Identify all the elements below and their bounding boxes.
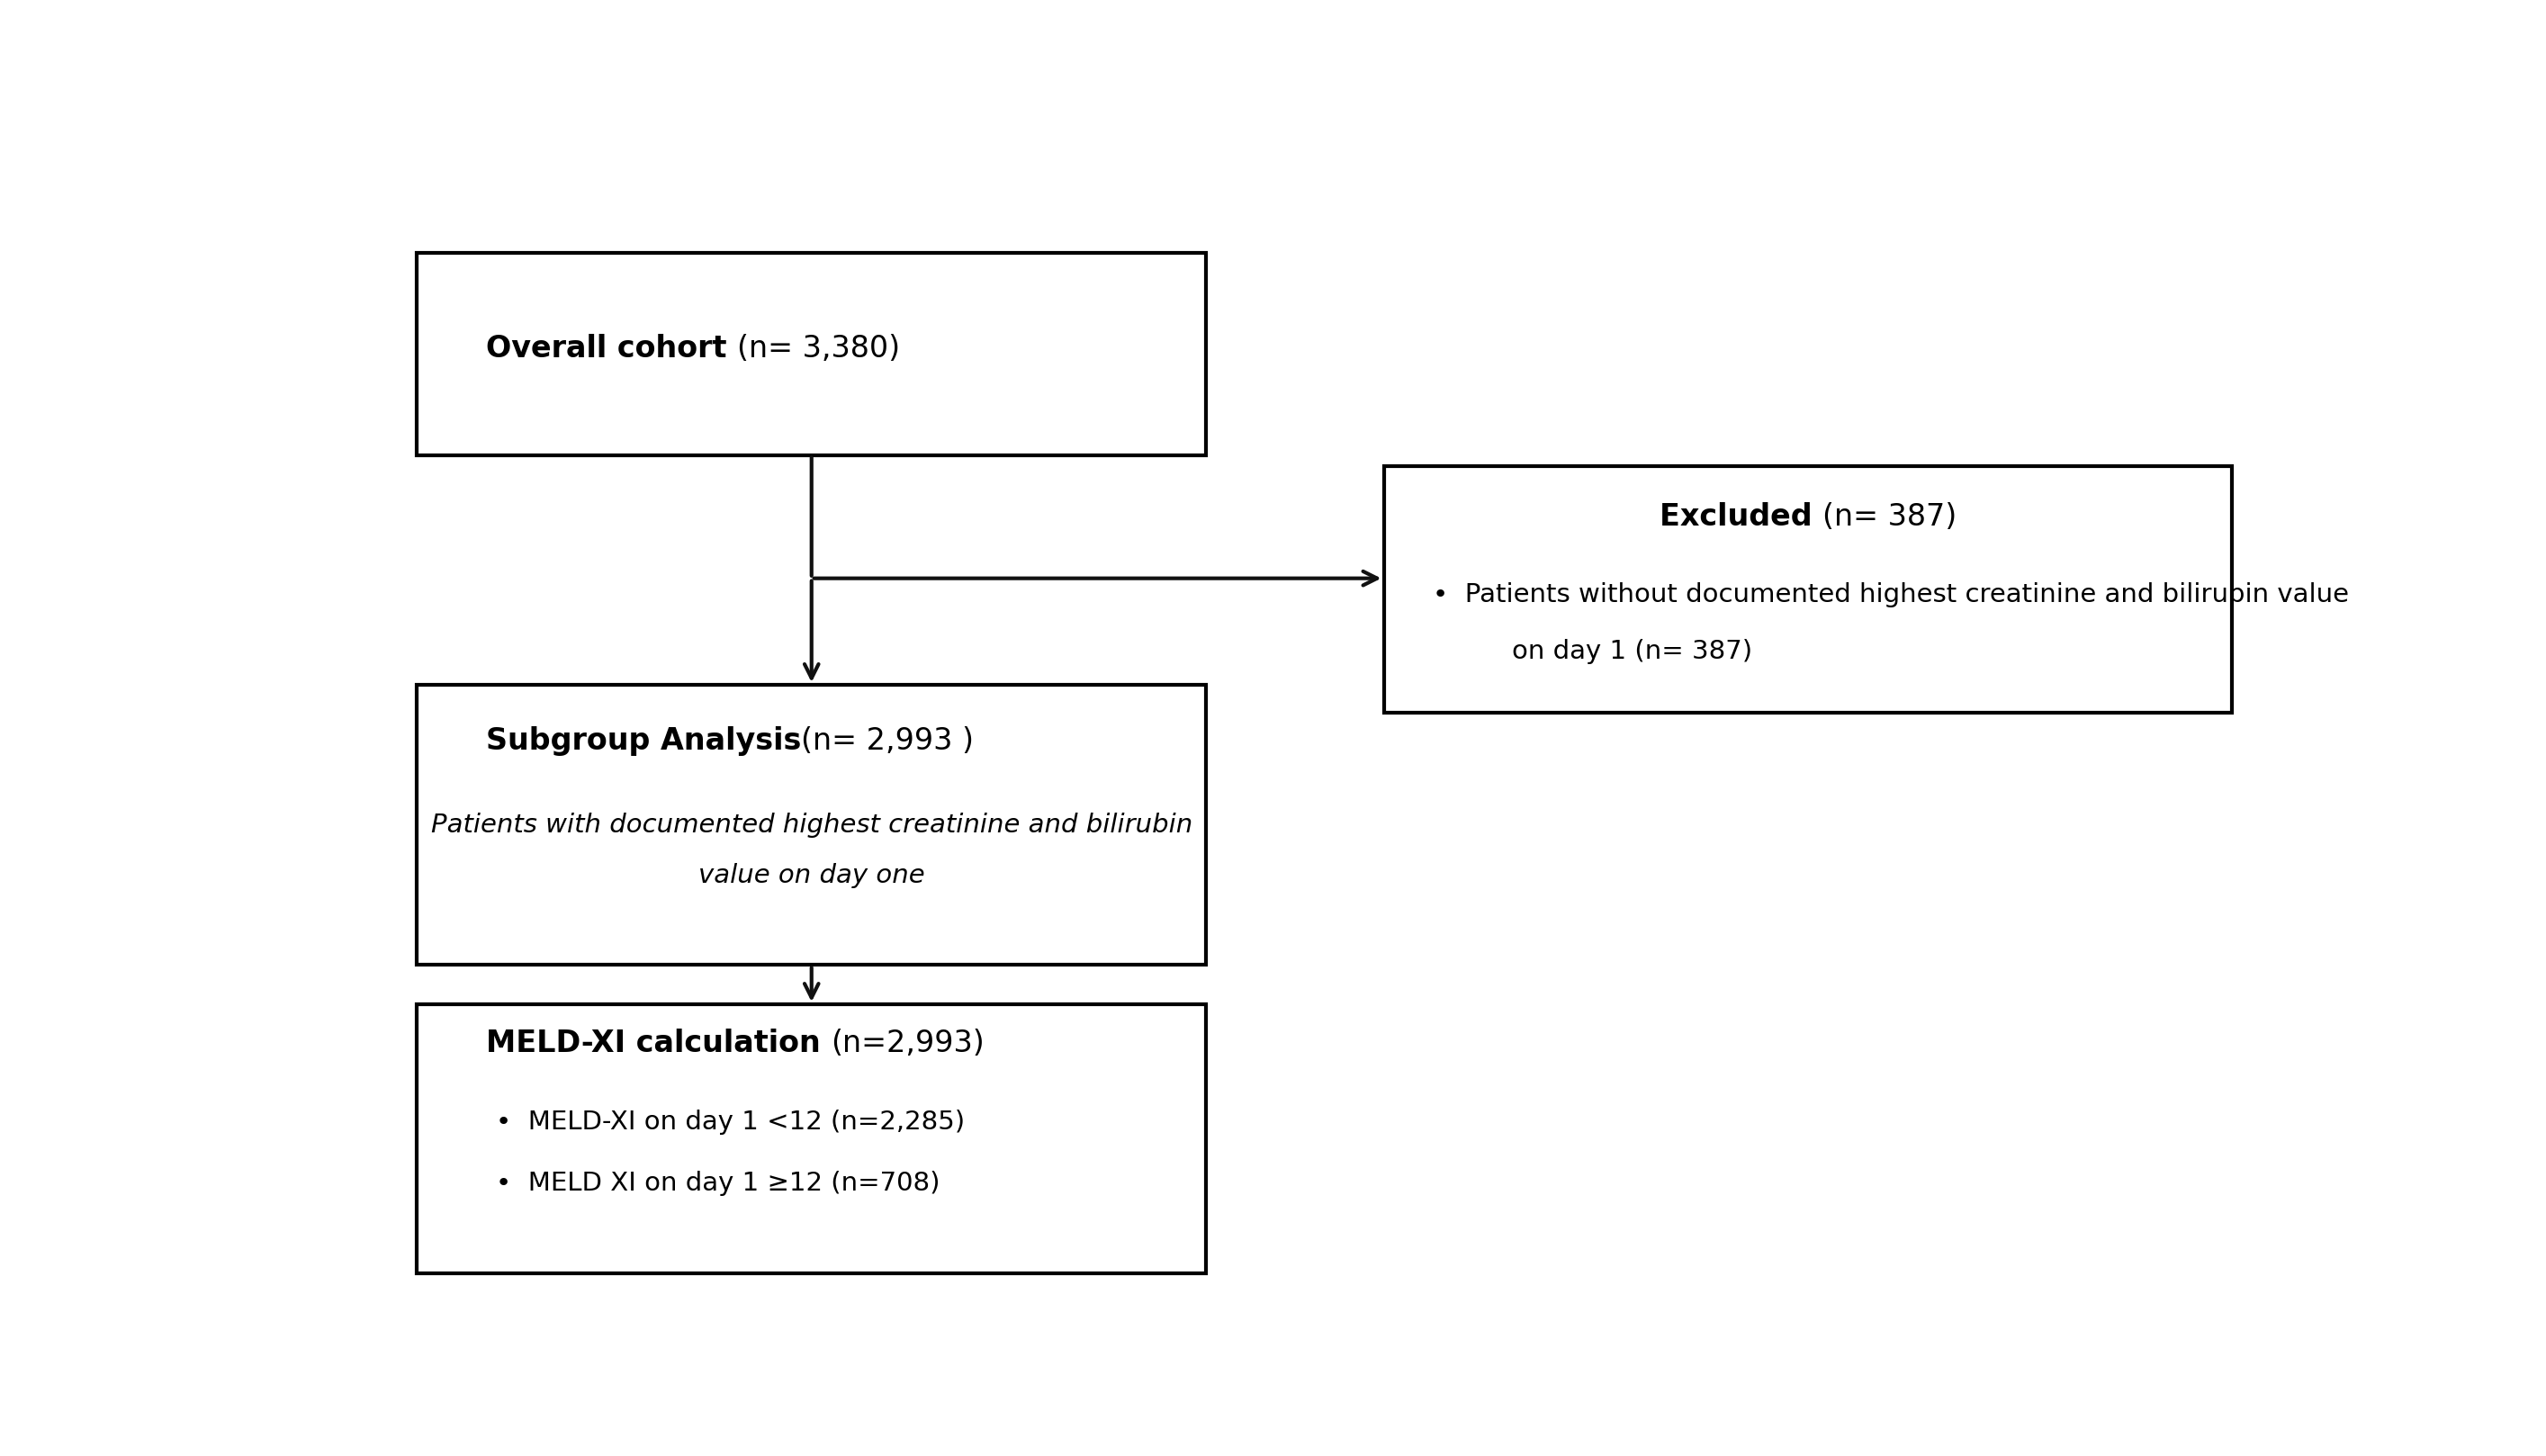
Text: (n= 2,993 ): (n= 2,993 ) <box>802 727 975 756</box>
Text: (n= 387): (n= 387) <box>1304 1393 1438 1423</box>
FancyBboxPatch shape <box>1385 466 2233 713</box>
FancyBboxPatch shape <box>418 1005 1207 1274</box>
Text: (n= 3,380): (n= 3,380) <box>738 333 901 364</box>
Text: Patients with documented highest creatinine and bilirubin: Patients with documented highest creatin… <box>430 812 1192 837</box>
Text: •  MELD XI on day 1 ≥12 (n=708): • MELD XI on day 1 ≥12 (n=708) <box>496 1171 939 1197</box>
FancyBboxPatch shape <box>418 684 1207 965</box>
Text: •  MELD-XI on day 1 <12 (n=2,285): • MELD-XI on day 1 <12 (n=2,285) <box>496 1109 965 1134</box>
Text: (n= 387): (n= 387) <box>1823 502 1958 531</box>
Text: value on day one: value on day one <box>698 863 924 888</box>
Text: Excluded: Excluded <box>1660 502 1823 531</box>
Text: Excluded: Excluded <box>1304 1393 1469 1423</box>
Text: on day 1 (n= 387): on day 1 (n= 387) <box>1512 639 1752 664</box>
FancyBboxPatch shape <box>418 253 1207 456</box>
Text: •  Patients without documented highest creatinine and bilirubin value: • Patients without documented highest cr… <box>1433 582 2350 607</box>
Text: (n=2,993): (n=2,993) <box>830 1029 985 1059</box>
Text: Overall cohort: Overall cohort <box>486 333 738 364</box>
Text: Subgroup Analysis: Subgroup Analysis <box>486 727 802 756</box>
Text: MELD-XI calculation: MELD-XI calculation <box>486 1029 830 1059</box>
